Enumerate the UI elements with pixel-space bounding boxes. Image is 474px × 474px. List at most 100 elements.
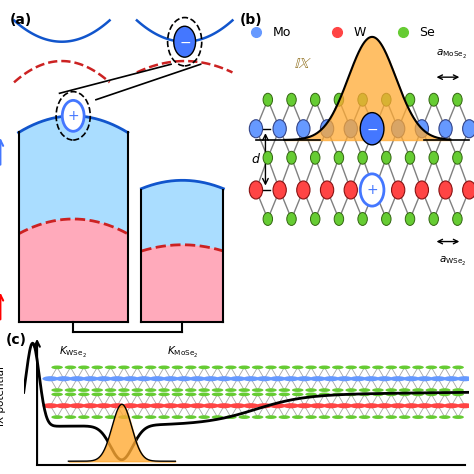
Text: $+$: $+$ — [67, 109, 79, 123]
Circle shape — [426, 388, 437, 392]
Circle shape — [265, 365, 277, 369]
Circle shape — [225, 365, 237, 369]
Circle shape — [118, 392, 130, 396]
Circle shape — [263, 212, 273, 226]
Text: $d$: $d$ — [251, 152, 261, 166]
Circle shape — [149, 403, 165, 408]
Circle shape — [359, 388, 370, 392]
Circle shape — [212, 388, 223, 392]
Circle shape — [145, 415, 156, 419]
Circle shape — [385, 388, 397, 392]
Circle shape — [439, 388, 451, 392]
Circle shape — [82, 403, 99, 408]
Text: $+$: $+$ — [366, 183, 378, 197]
Circle shape — [358, 212, 367, 226]
Circle shape — [310, 212, 320, 226]
Circle shape — [243, 376, 259, 381]
Text: $a_{\mathrm{MoSe_2}}$: $a_{\mathrm{MoSe_2}}$ — [436, 48, 467, 61]
Circle shape — [190, 403, 206, 408]
Circle shape — [439, 415, 451, 419]
Circle shape — [319, 388, 330, 392]
Circle shape — [452, 388, 464, 392]
Circle shape — [225, 415, 237, 419]
Circle shape — [252, 365, 264, 369]
Circle shape — [82, 376, 99, 381]
Circle shape — [372, 388, 384, 392]
Circle shape — [256, 403, 273, 408]
Circle shape — [96, 376, 112, 381]
Text: Mo: Mo — [273, 26, 291, 38]
Circle shape — [203, 376, 219, 381]
Circle shape — [405, 93, 415, 106]
Circle shape — [368, 120, 381, 138]
Text: Se: Se — [419, 26, 435, 38]
Circle shape — [412, 415, 424, 419]
Circle shape — [426, 415, 437, 419]
Circle shape — [118, 365, 130, 369]
Circle shape — [105, 415, 117, 419]
Circle shape — [457, 376, 473, 381]
Circle shape — [372, 415, 384, 419]
Circle shape — [56, 376, 72, 381]
Text: W: W — [353, 26, 365, 38]
Circle shape — [279, 365, 290, 369]
Circle shape — [283, 376, 299, 381]
Circle shape — [296, 403, 312, 408]
Circle shape — [376, 403, 392, 408]
Circle shape — [426, 392, 437, 396]
Circle shape — [172, 365, 183, 369]
Circle shape — [190, 376, 206, 381]
Circle shape — [439, 120, 452, 138]
Circle shape — [225, 392, 237, 396]
Text: IX potential: IX potential — [0, 366, 6, 426]
Circle shape — [359, 365, 370, 369]
Circle shape — [453, 151, 462, 164]
Circle shape — [69, 403, 85, 408]
Circle shape — [310, 151, 320, 164]
Circle shape — [91, 415, 103, 419]
Circle shape — [198, 365, 210, 369]
Circle shape — [216, 403, 232, 408]
Circle shape — [263, 151, 273, 164]
Circle shape — [158, 415, 170, 419]
Circle shape — [158, 392, 170, 396]
Circle shape — [320, 120, 334, 138]
Circle shape — [287, 151, 296, 164]
Circle shape — [238, 388, 250, 392]
Circle shape — [273, 181, 286, 199]
Circle shape — [212, 365, 223, 369]
Text: $K_{\mathrm{WSe_2}}$: $K_{\mathrm{WSe_2}}$ — [59, 345, 87, 360]
Circle shape — [283, 403, 299, 408]
Circle shape — [385, 392, 397, 396]
Circle shape — [265, 415, 277, 419]
Circle shape — [399, 392, 410, 396]
Circle shape — [273, 120, 286, 138]
Circle shape — [332, 392, 344, 396]
Circle shape — [292, 415, 303, 419]
Circle shape — [42, 403, 58, 408]
Circle shape — [176, 403, 192, 408]
Circle shape — [392, 181, 405, 199]
Circle shape — [62, 100, 84, 131]
Circle shape — [109, 376, 125, 381]
Circle shape — [310, 376, 326, 381]
Circle shape — [363, 376, 379, 381]
Circle shape — [439, 365, 451, 369]
Circle shape — [172, 388, 183, 392]
Circle shape — [78, 365, 90, 369]
Circle shape — [243, 403, 259, 408]
Circle shape — [443, 376, 459, 381]
Circle shape — [212, 392, 223, 396]
Circle shape — [51, 365, 63, 369]
Circle shape — [265, 388, 277, 392]
Circle shape — [174, 26, 196, 57]
Circle shape — [412, 365, 424, 369]
Circle shape — [158, 365, 170, 369]
Circle shape — [399, 388, 410, 392]
Circle shape — [172, 392, 183, 396]
Circle shape — [287, 93, 296, 106]
Circle shape — [443, 403, 459, 408]
Circle shape — [403, 403, 419, 408]
Circle shape — [439, 181, 452, 199]
Circle shape — [91, 392, 103, 396]
